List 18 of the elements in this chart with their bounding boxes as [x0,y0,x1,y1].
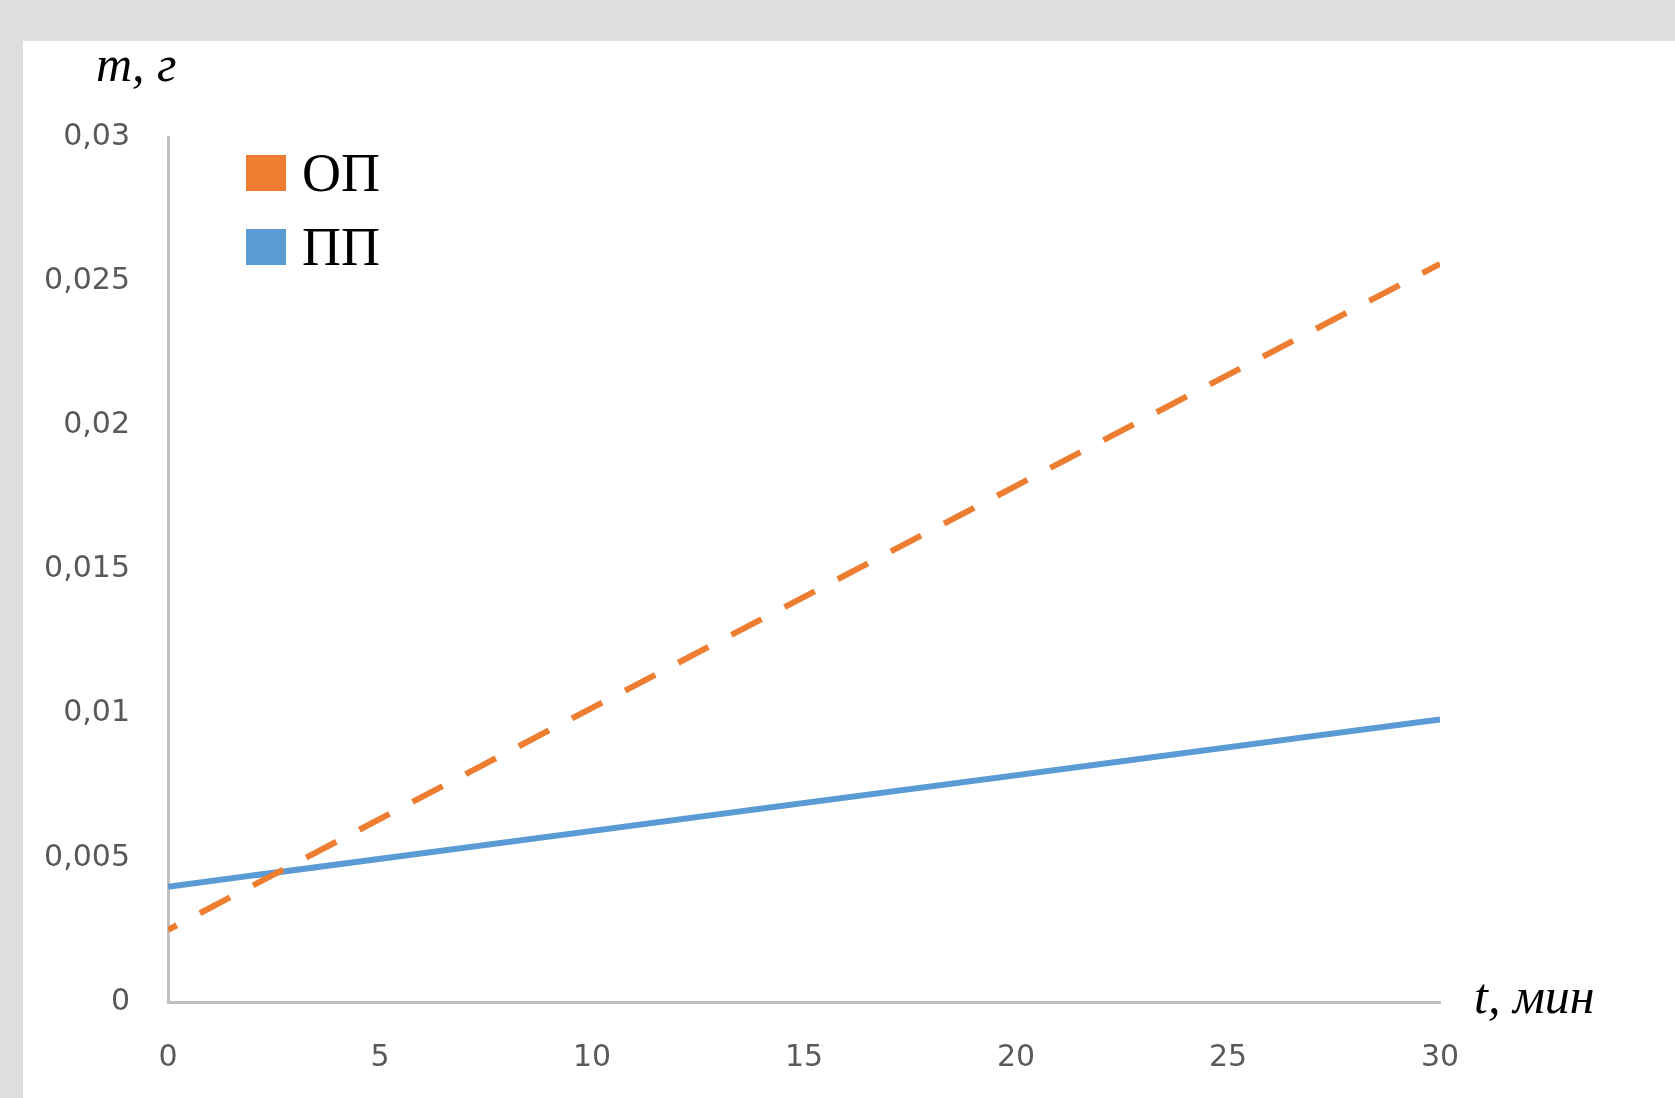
y-tick-label: 0,01 [63,693,130,729]
x-tick-label: 5 [370,1037,390,1073]
y-tick-label: 0 [110,981,130,1017]
y-tick-label: 0,02 [63,405,130,441]
y-tick-label: 0,03 [63,116,130,152]
x-tick-label: 30 [1420,1037,1460,1073]
x-tick-label: 15 [784,1037,824,1073]
y-tick-label: 0,025 [44,260,130,296]
legend-label: ПП [302,216,380,278]
x-axis-title: t, мин [1474,968,1595,1025]
y-tick-label: 0,015 [44,549,130,585]
legend-label: ОП [302,142,380,204]
x-tick-label: 20 [996,1037,1036,1073]
y-tick-label: 0,005 [44,837,130,873]
x-tick-label: 25 [1208,1037,1248,1073]
y-axis-title: m, г [96,36,177,93]
x-tick-label: 0 [158,1037,178,1073]
x-tick-label: 10 [572,1037,612,1073]
